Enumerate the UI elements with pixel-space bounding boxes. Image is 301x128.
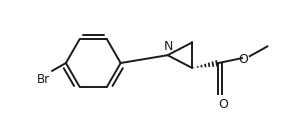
Text: Br: Br: [37, 73, 50, 86]
Text: O: O: [219, 98, 228, 111]
Text: N: N: [164, 40, 173, 53]
Text: O: O: [238, 53, 248, 66]
